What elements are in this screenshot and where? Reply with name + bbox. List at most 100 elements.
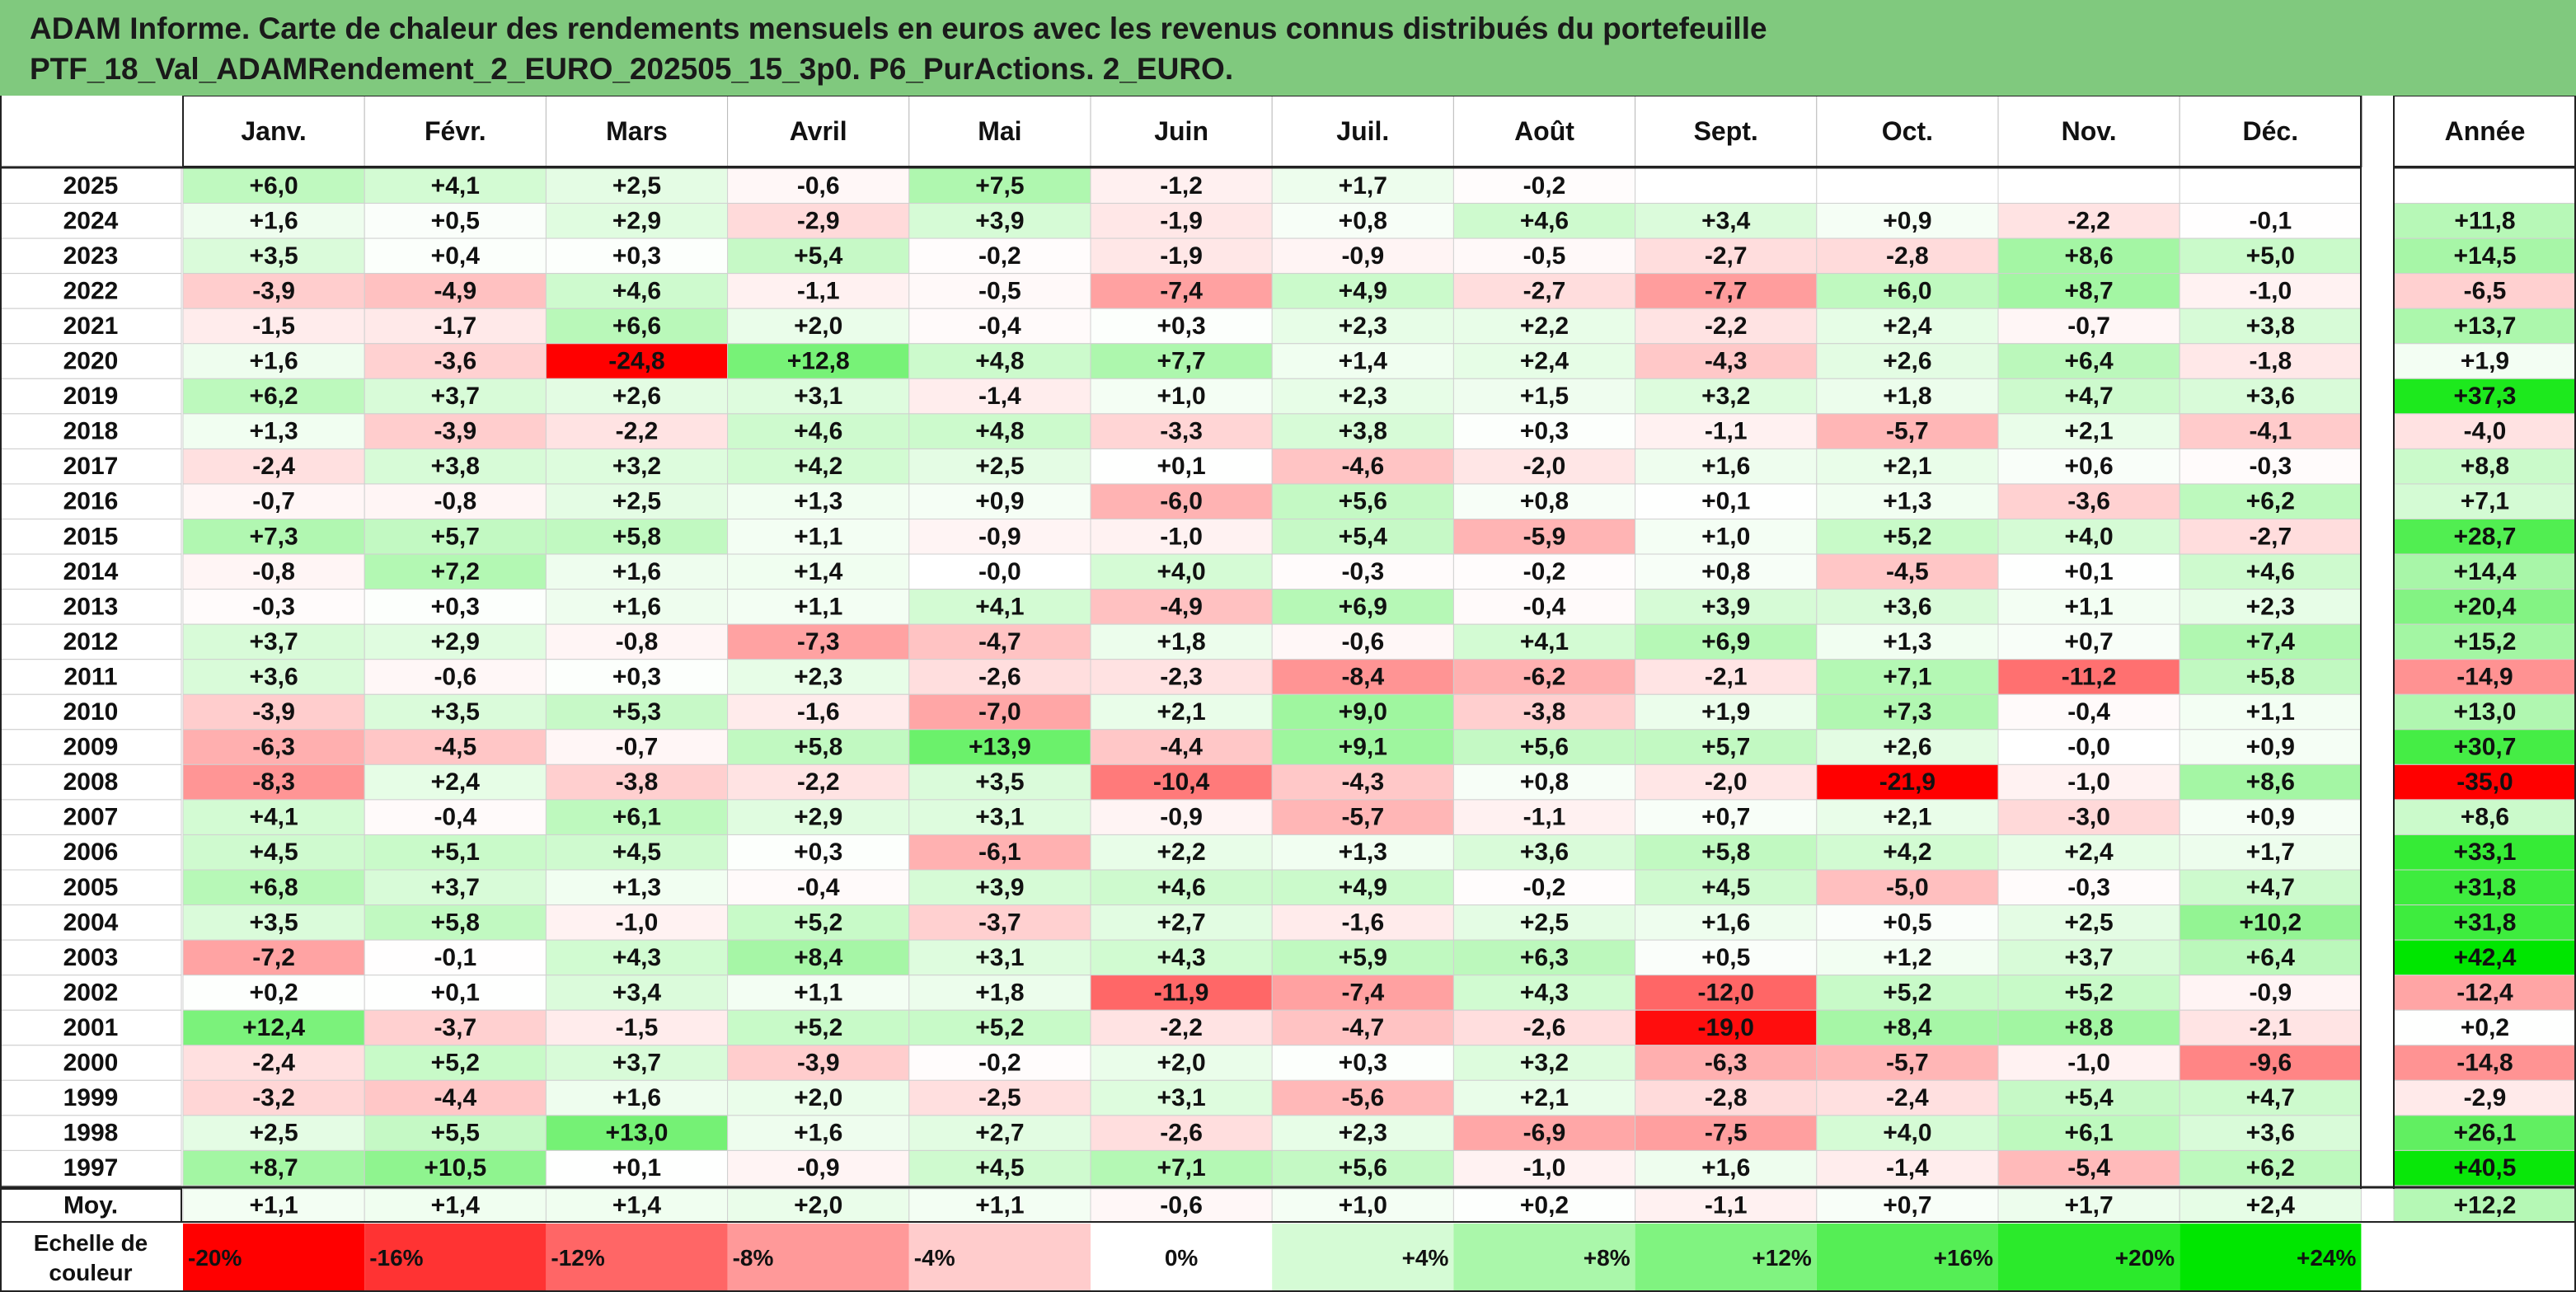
- average-cell: [182, 1188, 365, 1223]
- cell-value: -2,7: [2249, 523, 2292, 550]
- annual-value: +7,1: [2461, 488, 2509, 515]
- month-header-label: Mai: [978, 116, 1021, 146]
- cell-value: -4,4: [1160, 734, 1203, 761]
- annual-value: -6,5: [2464, 277, 2507, 304]
- cell-value: +1,1: [794, 523, 842, 550]
- cell-value: +12,4: [242, 1014, 305, 1041]
- annual-cell: [2393, 308, 2576, 345]
- heatmap-cell: [364, 167, 547, 204]
- annual-value: +14,5: [2454, 242, 2517, 270]
- heatmap-cell: [182, 519, 365, 555]
- annual-value: +42,4: [2454, 944, 2517, 971]
- cell-value: +0,5: [1883, 909, 1931, 936]
- cell-value: -7,2: [252, 944, 295, 971]
- annual-value: -4,0: [2464, 418, 2507, 445]
- month-header-cell: [364, 96, 547, 167]
- cell-value: +0,5: [431, 207, 480, 234]
- cell-value: -2,5: [978, 1084, 1021, 1111]
- cell-value: +4,9: [1339, 277, 1387, 304]
- heatmap-cell: [182, 1149, 365, 1186]
- cell-value: -0,4: [1523, 593, 1566, 620]
- annual-cell: [2393, 273, 2576, 309]
- heatmap-cell: [908, 659, 1091, 695]
- annual-value: +8,6: [2461, 804, 2509, 831]
- cell-value: +5,4: [794, 242, 843, 270]
- cell-value: -4,1: [2249, 418, 2292, 445]
- cell-value: -5,7: [1886, 1050, 1929, 1077]
- cell-value: +3,7: [431, 874, 480, 901]
- cell-value: -2,0: [1523, 453, 1566, 480]
- heatmap-cell: [364, 1115, 547, 1151]
- heatmap-cell: [545, 659, 729, 695]
- heatmap-cell: [1452, 519, 1636, 555]
- year-label: 2016: [63, 488, 119, 515]
- cell-value: +0,1: [1157, 453, 1205, 480]
- heatmap-cell: [1997, 589, 2180, 625]
- cell-value: +1,3: [794, 488, 842, 515]
- cell-value: +4,3: [1520, 979, 1569, 1006]
- cell-value: +1,3: [1339, 839, 1387, 866]
- cell-value: -1,0: [616, 909, 659, 936]
- heatmap-cell: [1271, 1149, 1454, 1186]
- year-label: 2004: [63, 909, 119, 936]
- year-label: 2002: [63, 979, 119, 1006]
- heatmap-cell: [2179, 1079, 2362, 1116]
- year-cell: [0, 167, 182, 204]
- cell-value: +0,9: [975, 488, 1024, 515]
- annual-cell: [2393, 975, 2576, 1011]
- heatmap-cell: [1090, 237, 1273, 275]
- heatmap-cell: [1271, 729, 1454, 765]
- cell-value: +2,5: [1520, 909, 1569, 936]
- month-header-label: Juil.: [1336, 116, 1389, 146]
- heatmap-cell: [1452, 203, 1636, 239]
- cell-value: -1,0: [2067, 768, 2110, 796]
- cell-value: +3,7: [431, 383, 480, 410]
- heatmap-cell: [727, 483, 910, 520]
- heatmap-cell: [727, 623, 910, 660]
- cell-value: +1,9: [1701, 698, 1750, 726]
- cell-value: +13,9: [969, 734, 1031, 761]
- cell-value: -5,9: [1523, 523, 1566, 550]
- year-label: 2001: [63, 1014, 119, 1041]
- heatmap-cell: [1452, 869, 1636, 906]
- heatmap-cell: [2179, 834, 2362, 871]
- cell-value: -1,9: [1160, 242, 1203, 270]
- annual-value: +1,9: [2461, 348, 2509, 375]
- average-cell: [1635, 1188, 1818, 1223]
- cell-value: -4,5: [1886, 558, 1929, 585]
- cell-value: -3,8: [1523, 698, 1566, 726]
- heatmap-cell: [1816, 167, 1999, 204]
- cell-value: -0,6: [434, 663, 476, 690]
- cell-value: +1,5: [1520, 383, 1569, 410]
- cell-value: -6,2: [1523, 663, 1566, 690]
- cell-value: +6,6: [612, 312, 661, 340]
- cell-value: -3,6: [2067, 488, 2110, 515]
- cell-value: -19,0: [1698, 1014, 1754, 1041]
- cell-value: +4,1: [975, 593, 1024, 620]
- cell-value: -2,2: [1160, 1014, 1203, 1041]
- legend-swatch: [2180, 1223, 2362, 1292]
- heatmap-cell: [545, 1079, 729, 1116]
- cell-value: +1,1: [794, 593, 842, 620]
- annual-value: +11,8: [2454, 207, 2515, 234]
- cell-value: +0,9: [2246, 804, 2295, 831]
- heatmap-cell: [1635, 1009, 1818, 1046]
- cell-value: +5,6: [1520, 734, 1569, 761]
- legend-swatch: [183, 1223, 365, 1292]
- heatmap-cell: [182, 378, 365, 415]
- cell-value: -2,2: [797, 768, 840, 796]
- heatmap-cell: [908, 799, 1091, 835]
- legend-label-line2: couleur: [49, 1260, 132, 1285]
- heatmap-cell: [2179, 378, 2362, 415]
- heatmap-cell: [727, 975, 910, 1011]
- year-label: 2005: [63, 874, 119, 901]
- cell-value: +6,4: [2246, 944, 2296, 971]
- cell-value: +0,1: [1701, 488, 1750, 515]
- month-header-label: Août: [1514, 116, 1574, 146]
- heatmap-cell: [1635, 378, 1818, 415]
- cell-value: +13,0: [606, 1120, 669, 1147]
- cell-value: +1,3: [612, 874, 661, 901]
- annual-value: +0,2: [2461, 1014, 2509, 1041]
- month-header-cell: [182, 96, 365, 167]
- heatmap-cell: [1271, 448, 1454, 485]
